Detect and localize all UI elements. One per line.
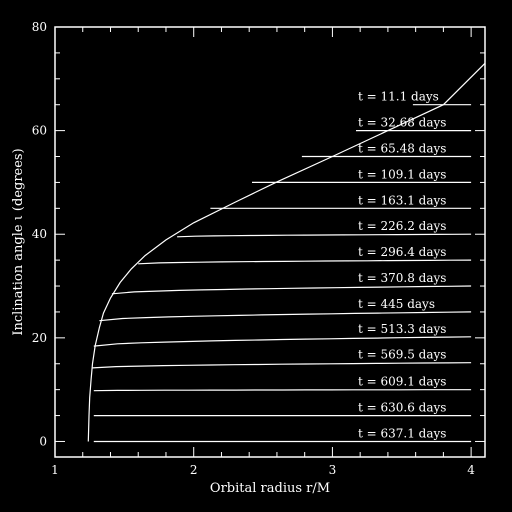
series-line: [93, 389, 472, 392]
x-tick-label: 1: [51, 463, 59, 477]
series-line: [92, 362, 472, 369]
series-label: t = 445 days: [358, 297, 435, 311]
series-line: [93, 336, 472, 347]
y-tick-label: 60: [32, 124, 47, 138]
series-label: t = 296.4 days: [358, 245, 446, 259]
x-tick-label: 2: [190, 463, 198, 477]
series-label: t = 32.68 days: [358, 116, 446, 130]
series-label: t = 513.3 days: [358, 322, 446, 336]
series-label: t = 630.6 days: [358, 401, 446, 415]
plot-frame: [54, 26, 486, 458]
series-label: t = 370.8 days: [358, 271, 446, 285]
series-label: t = 11.1 days: [358, 90, 439, 104]
series-label: t = 65.48 days: [358, 142, 446, 156]
series-labels: t = 11.1 days t = 32.68 days t = 65.48 day…: [358, 90, 446, 441]
series-line: [138, 259, 472, 265]
series-line: [177, 233, 472, 238]
series-label: t = 163.1 days: [358, 193, 446, 207]
axis-ticks: [54, 26, 485, 457]
series-label: t = 226.2 days: [358, 219, 446, 233]
y-tick-label: 80: [32, 20, 47, 34]
x-tick-label: 4: [467, 463, 475, 477]
series-label: t = 109.1 days: [358, 167, 446, 181]
x-tick-label: 3: [329, 463, 337, 477]
series-label: t = 569.5 days: [358, 348, 446, 362]
y-tick-label: 20: [32, 331, 47, 345]
series-label: t = 609.1 days: [358, 375, 446, 389]
y-tick-label: 0: [39, 434, 47, 448]
series-line: [111, 285, 472, 295]
envelope-curve: [87, 62, 486, 442]
y-axis-label: Inclination angle ι (degrees): [11, 148, 26, 335]
x-axis-label: Orbital radius r/M: [210, 481, 330, 496]
series-lines: [87, 62, 486, 443]
series-label: t = 637.1 days: [358, 426, 446, 440]
y-tick-label: 40: [32, 227, 47, 241]
series-line: [99, 311, 472, 322]
